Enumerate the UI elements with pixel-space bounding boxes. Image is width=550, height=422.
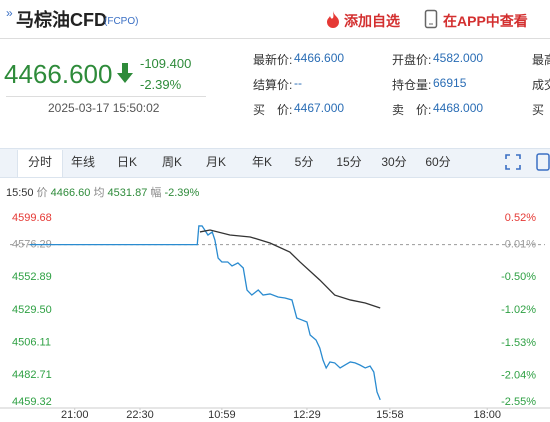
x-tick-label: 18:00 [473, 409, 501, 421]
field-label: 买 价: [253, 103, 293, 117]
field-value: 4466.600 [294, 51, 345, 65]
y2-tick-label: -1.02% [501, 304, 536, 316]
x-tick-label: 22:30 [126, 409, 154, 421]
x-tick-label: 12:29 [293, 409, 321, 421]
tab[interactable]: 年K [251, 155, 272, 169]
price: 4466.600 [4, 59, 113, 89]
fullscreen-icon[interactable] [505, 154, 521, 170]
tab[interactable]: 5分 [294, 155, 314, 169]
series-line [29, 225, 381, 401]
field-value: 66915 [433, 76, 467, 90]
y-tick-label: 4529.50 [12, 304, 52, 316]
tab[interactable]: 年线 [70, 155, 95, 169]
status-price: 4466.60 [50, 187, 91, 199]
field-value: 4582.000 [433, 51, 484, 65]
y2-tick-label: 0.52% [505, 212, 536, 224]
field-label: 最新价: [253, 53, 293, 67]
title: 马棕油CFD [16, 10, 107, 30]
y-tick-label: 4552.89 [12, 271, 52, 283]
field-label: 持仓量: [392, 78, 432, 92]
field-label: 结算价: [253, 78, 293, 92]
add-watch[interactable]: 添加自选 [344, 13, 400, 29]
crumb-icon: » [6, 6, 13, 20]
code: (FCPO) [104, 16, 139, 27]
tab[interactable]: 月K [205, 155, 226, 169]
y-tick-label: 4599.68 [12, 212, 52, 224]
status-label: 均 [93, 187, 105, 199]
status-avg: 4531.87 [107, 187, 148, 199]
tab[interactable]: 分时 [17, 150, 63, 177]
phone-icon [424, 9, 438, 29]
x-tick-label: 15:58 [376, 409, 404, 421]
y-tick-label: 4459.32 [12, 396, 52, 408]
y-tick-label: 4482.71 [12, 369, 52, 381]
change-pct: -2.39% [140, 77, 182, 92]
fire-icon [327, 11, 339, 28]
field-label: 卖 价: [392, 103, 432, 117]
status-label: 幅 [150, 187, 162, 199]
y2-tick-label: -1.53% [501, 337, 536, 349]
field-label: 成交 [532, 78, 550, 92]
field-label: 开盘价: [392, 53, 432, 67]
tab[interactable]: 日K [116, 155, 137, 169]
tab[interactable]: 30分 [381, 155, 407, 169]
settings-icon[interactable] [536, 153, 550, 171]
status-time: 15:50 [6, 187, 34, 199]
tab[interactable]: 60分 [425, 155, 451, 169]
divider [0, 38, 550, 39]
change: -109.400 [140, 56, 192, 71]
y2-tick-label: -2.55% [501, 396, 536, 408]
tab-bar [0, 148, 550, 178]
divider [6, 96, 206, 97]
field-value: 4467.000 [294, 101, 345, 115]
open-app[interactable]: 在APP中查看 [443, 13, 528, 29]
field-label: 最高 [532, 53, 550, 67]
status-label: 价 [36, 187, 48, 199]
tab[interactable]: 周K [161, 155, 182, 169]
y-tick-label: 4506.11 [12, 337, 51, 349]
tab[interactable]: 15分 [336, 155, 362, 169]
y2-tick-label: -0.50% [501, 271, 536, 283]
field-label: 买 [532, 103, 545, 117]
field-value: -- [294, 76, 302, 90]
series-line [199, 229, 381, 309]
x-tick-label: 21:00 [61, 409, 89, 421]
y2-tick-label: -2.04% [501, 369, 536, 381]
down-arrow [117, 63, 133, 83]
status-line: 15:50 价 4466.60 均 4531.87 幅 -2.39% [6, 184, 199, 200]
time: 2025-03-17 15:50:02 [48, 101, 160, 115]
field-value: 4468.000 [433, 101, 484, 115]
status-pct: -2.39% [164, 187, 200, 199]
x-tick-label: 10:59 [208, 409, 236, 421]
